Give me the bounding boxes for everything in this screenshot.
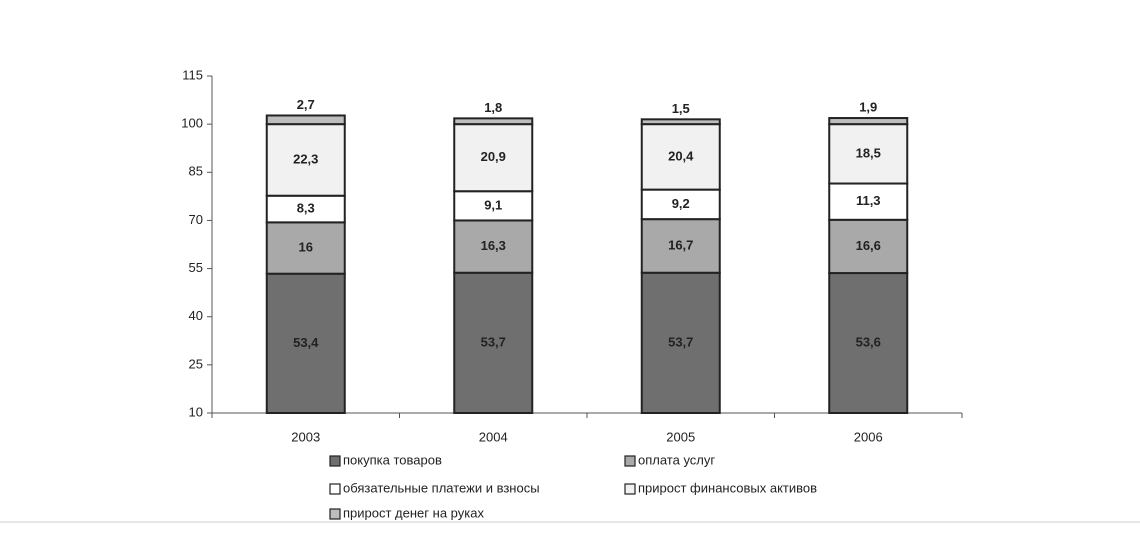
bar-segment xyxy=(640,271,721,414)
y-tick-label: 115 xyxy=(182,67,203,82)
value-label: 9,2 xyxy=(672,196,690,211)
value-label: 53,6 xyxy=(856,334,881,349)
y-tick-label: 100 xyxy=(181,116,203,131)
x-tick-label: 2004 xyxy=(479,429,508,444)
bar-segment xyxy=(453,117,534,126)
y-tick-label: 85 xyxy=(189,164,203,179)
bar-segment xyxy=(265,194,346,224)
value-label: 16,3 xyxy=(481,238,506,253)
bar-segment xyxy=(453,123,534,193)
bar-segment xyxy=(640,218,721,274)
bar-segment xyxy=(828,182,909,221)
value-label: 22,3 xyxy=(293,151,318,166)
bar-segment xyxy=(828,117,909,126)
value-label: 20,9 xyxy=(481,149,506,164)
bar-segment xyxy=(265,114,346,126)
y-tick-label: 70 xyxy=(189,212,203,227)
legend-label: обязательные платежи и взносы xyxy=(343,480,540,495)
y-tick-label: 40 xyxy=(189,308,203,323)
legend-swatch xyxy=(624,455,636,467)
legend-label: прирост денег на руках xyxy=(343,505,484,520)
value-label: 11,3 xyxy=(856,193,881,208)
bar-segment xyxy=(265,123,346,197)
value-label: 53,7 xyxy=(481,334,506,349)
value-label: 1,8 xyxy=(484,100,502,115)
bar-segment xyxy=(828,218,909,275)
value-label: 16,7 xyxy=(668,237,693,252)
value-label: 53,4 xyxy=(293,335,319,350)
legend-swatch xyxy=(329,455,341,467)
legend-swatch xyxy=(329,483,341,495)
bar-segment xyxy=(828,272,909,414)
value-label: 16,6 xyxy=(856,238,881,253)
value-label: 1,9 xyxy=(859,99,877,114)
y-tick-label: 25 xyxy=(189,356,203,371)
legend-swatch xyxy=(624,483,636,495)
bar-segment xyxy=(828,123,909,185)
y-tick-label: 10 xyxy=(189,404,203,419)
bar-segment xyxy=(453,271,534,414)
legend-swatch xyxy=(329,508,341,520)
value-label: 16 xyxy=(299,239,313,254)
bar-segment xyxy=(640,123,721,191)
bar-segment xyxy=(640,118,721,126)
value-label: 53,7 xyxy=(668,334,693,349)
x-tick-label: 2005 xyxy=(666,429,695,444)
legend-label: оплата услуг xyxy=(638,452,715,467)
value-label: 9,1 xyxy=(484,197,502,212)
x-tick-label: 2003 xyxy=(291,429,320,444)
legend-label: прирост финансовых активов xyxy=(638,480,817,495)
value-label: 20,4 xyxy=(668,148,694,163)
legend-label: покупка товаров xyxy=(343,452,442,467)
value-label: 1,5 xyxy=(672,101,690,116)
bar-segment xyxy=(453,219,534,274)
value-label: 2,7 xyxy=(297,97,315,112)
value-label: 8,3 xyxy=(297,200,315,215)
x-tick-label: 2006 xyxy=(854,429,883,444)
bar-segment xyxy=(265,272,346,414)
y-tick-label: 55 xyxy=(189,260,203,275)
value-label: 18,5 xyxy=(856,145,881,160)
